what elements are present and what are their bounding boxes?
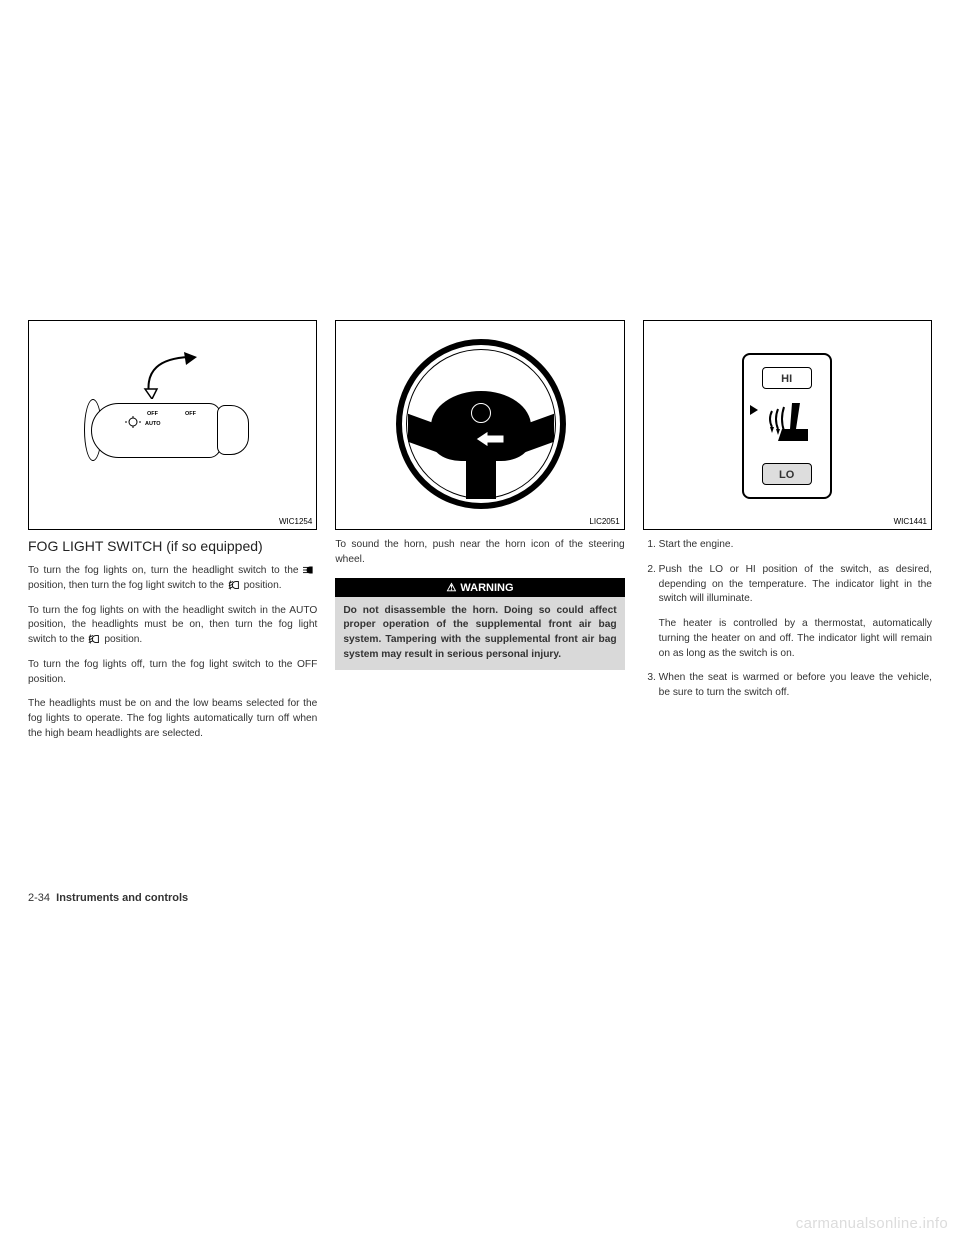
fog-p4: The headlights must be on and the low be… [28, 697, 317, 741]
stalk-label-off2: OFF [185, 411, 196, 417]
figure-fog-light-switch: OFF AUTO OFF WIC1254 [28, 320, 317, 530]
watermark: carmanualsonline.info [796, 1215, 948, 1232]
switch-hi-button: HI [762, 367, 812, 389]
fog-light-icon [87, 634, 101, 644]
switch-lo-button: LO [762, 463, 812, 485]
figure-heated-seat-switch: HI LO WIC1441 [643, 320, 932, 530]
figure-id: WIC1441 [894, 517, 927, 526]
stalk-label-auto: AUTO [145, 421, 160, 427]
page-number: 2-34 [28, 892, 50, 904]
figure-steering-wheel: LIC2051 [335, 320, 624, 530]
fog-p1a: To turn the fog lights on, turn the head… [28, 565, 299, 576]
column-horn: LIC2051 To sound the horn, push near the… [335, 320, 624, 752]
push-arrow-icon [476, 429, 506, 449]
fog-p1: To turn the fog lights on, turn the head… [28, 564, 317, 594]
fog-p2a: To turn the fog lights on with the headl… [28, 605, 317, 646]
heated-seat-steps: Start the engine. Push the LO or HI posi… [643, 538, 932, 701]
rotate-arrow-icon [139, 349, 209, 399]
fog-p3: To turn the fog lights off, turn the fog… [28, 658, 317, 688]
figure-id: WIC1254 [279, 517, 312, 526]
step-2: Push the LO or HI position of the switch… [659, 563, 932, 662]
step-1-text: Start the engine. [659, 539, 734, 550]
fog-p2b: position. [104, 634, 142, 645]
page-columns: OFF AUTO OFF WIC1254 FOG LIGHT SWITCH (i… [0, 0, 960, 752]
headlight-dial-icon [125, 416, 141, 428]
warning-body: Do not disassemble the horn. Doing so co… [335, 597, 624, 670]
fog-p2: To turn the fog lights on with the headl… [28, 604, 317, 648]
stalk-label-off: OFF [147, 411, 158, 417]
step-2-extra: The heater is controlled by a thermostat… [659, 617, 932, 661]
fog-light-icon [227, 580, 241, 590]
fog-p1b: position, then turn the fog light switch… [28, 580, 224, 591]
horn-p1: To sound the horn, push near the horn ic… [335, 538, 624, 568]
headlight-icon [303, 565, 317, 575]
step-1: Start the engine. [659, 538, 932, 553]
page-section: Instruments and controls [56, 892, 188, 904]
fog-p1c: position. [244, 580, 282, 591]
indicator-triangle-icon [750, 405, 758, 415]
warning-heading: WARNING [335, 578, 624, 597]
column-heated-seats: HI LO WIC1441 Start the engine. Push the… [643, 320, 932, 752]
wheel-hub [431, 391, 531, 461]
stalk-tip [217, 405, 249, 455]
heated-seat-icon [764, 399, 812, 453]
step-3: When the seat is warmed or before you le… [659, 671, 932, 701]
step-2-text: Push the LO or HI position of the switch… [659, 564, 932, 605]
column-fog-light: OFF AUTO OFF WIC1254 FOG LIGHT SWITCH (i… [28, 320, 317, 752]
page-footer: 2-34 Instruments and controls [28, 892, 188, 904]
figure-id: LIC2051 [589, 517, 619, 526]
step-3-text: When the seat is warmed or before you le… [659, 672, 932, 698]
fog-light-subheading: FOG LIGHT SWITCH (if so equipped) [28, 538, 317, 554]
